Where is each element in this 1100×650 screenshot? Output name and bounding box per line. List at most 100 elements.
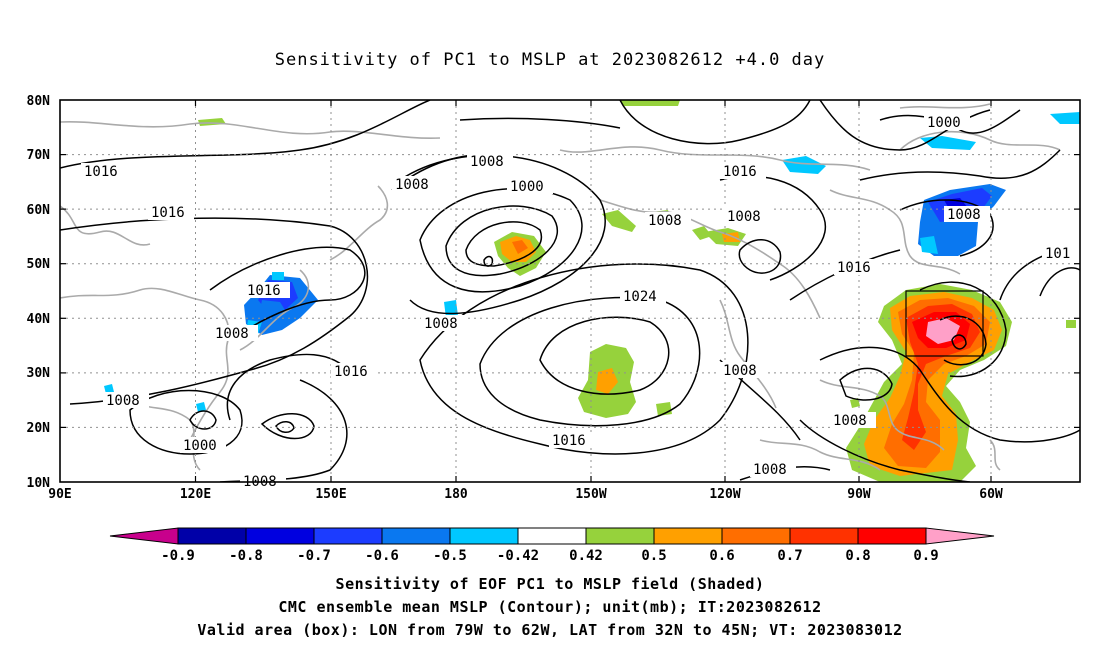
colorbar-box [449, 527, 519, 545]
contour-label: 1016 [81, 163, 127, 180]
colorbar-box [857, 527, 927, 545]
contour-label: 1008 [944, 206, 990, 223]
colorbar-box [177, 527, 247, 545]
contour-label: 1008 [212, 325, 258, 342]
svg-text:1016: 1016 [552, 433, 586, 449]
map-frame [59, 99, 1081, 483]
caption-line-3: Valid area (box): LON from 79W to 62W, L… [197, 621, 903, 639]
lon-label: 120E [180, 487, 211, 502]
svg-text:1008: 1008 [106, 393, 140, 409]
contour-label: 1008 [103, 392, 149, 409]
svg-text:1008: 1008 [833, 413, 867, 429]
contour-label: 1008 [720, 362, 766, 379]
colorbar-label: 0.6 [709, 548, 734, 564]
lon-label: 60W [979, 487, 1003, 502]
contour-label: 1008 [830, 412, 876, 429]
lat-label: 40N [27, 312, 51, 327]
contour-label: 1000 [507, 178, 553, 195]
svg-text:1016: 1016 [84, 164, 118, 180]
svg-text:1008: 1008 [395, 177, 429, 193]
contour-label: 1008 [421, 315, 467, 332]
svg-text:1016: 1016 [723, 164, 757, 180]
lon-label: 90E [48, 487, 71, 502]
colorbar-box [313, 527, 383, 545]
svg-text:1016: 1016 [334, 364, 368, 380]
svg-text:1008: 1008 [424, 316, 458, 332]
svg-text:1000: 1000 [510, 179, 544, 195]
contour-label: 1016 [244, 282, 290, 299]
svg-text:1016: 1016 [247, 283, 281, 299]
contour-label: 1016 [720, 163, 766, 180]
svg-text:1000: 1000 [927, 115, 961, 131]
contour-label: 1016 [148, 204, 194, 221]
colorbar-label: -0.9 [161, 548, 195, 564]
lat-label: 10N [27, 476, 51, 491]
colorbar-arrow-low [109, 527, 179, 545]
contour-labels: 1016 1016 1008 1008 1000 1016 1000 1008 … [81, 114, 1080, 490]
caption-line-1: Sensitivity of EOF PC1 to MSLP field (Sh… [335, 575, 765, 593]
colorbar-label: 0.9 [913, 548, 938, 564]
contour-label: 101 [1042, 244, 1080, 262]
lat-label: 80N [27, 94, 51, 109]
lat-label: 70N [27, 148, 51, 163]
colorbar [109, 527, 995, 545]
svg-text:1008: 1008 [753, 462, 787, 478]
lon-label: 150E [315, 487, 346, 502]
lon-label: 180 [444, 487, 468, 502]
svg-text:1008: 1008 [470, 154, 504, 170]
lat-label: 30N [27, 366, 51, 381]
colorbar-label: -0.8 [229, 548, 263, 564]
contour-label: 1008 [724, 208, 770, 225]
lon-label: 90W [847, 487, 871, 502]
svg-text:1008: 1008 [648, 213, 682, 229]
contour-label: 1000 [180, 437, 226, 454]
contour-label: 1016 [331, 363, 377, 380]
contour-label: 1016 [834, 259, 880, 276]
contour-label: 1008 [645, 212, 691, 229]
colorbar-box [585, 527, 655, 545]
valid-area-box [905, 290, 984, 357]
colorbar-arrow-high [925, 527, 995, 545]
svg-text:1008: 1008 [947, 207, 981, 223]
colorbar-label: 0.42 [569, 548, 603, 564]
svg-text:1008: 1008 [215, 326, 249, 342]
colorbar-box [381, 527, 451, 545]
caption-line-2: CMC ensemble mean MSLP (Contour); unit(m… [278, 598, 822, 616]
contour-label: 1000 [924, 114, 970, 131]
colorbar-label: -0.42 [497, 548, 539, 564]
colorbar-label: -0.6 [365, 548, 399, 564]
lon-label: 150W [575, 487, 606, 502]
axis-ticks [60, 100, 1080, 482]
colorbar-labels: -0.9 -0.8 -0.7 -0.6 -0.5 -0.42 0.42 0.5 0.6 0.7 0.… [161, 548, 939, 564]
colorbar-label: -0.5 [433, 548, 467, 564]
map-title: Sensitivity of PC1 to MSLP at 2023082612… [274, 50, 826, 70]
contour-label: 1016 [549, 432, 595, 449]
svg-text:1024: 1024 [623, 289, 657, 305]
colorbar-label: -0.7 [297, 548, 331, 564]
colorbar-label: 0.5 [641, 548, 666, 564]
lon-label: 120W [709, 487, 740, 502]
colorbar-box [789, 527, 859, 545]
svg-text:1008: 1008 [723, 363, 757, 379]
latitude-labels: 80N 70N 60N 50N 40N 30N 20N 10N [27, 94, 51, 491]
longitude-labels: 90E 120E 150E 180 150W 120W 90W 60W [48, 487, 1003, 502]
colorbar-box [245, 527, 315, 545]
contour-label: 1008 [467, 153, 513, 170]
colorbar-box [653, 527, 723, 545]
contour-label: 1008 [392, 176, 438, 193]
svg-text:101: 101 [1045, 246, 1070, 262]
contour-label: 1024 [620, 288, 666, 305]
lat-label: 50N [27, 257, 51, 272]
svg-text:1016: 1016 [151, 205, 185, 221]
svg-text:1008: 1008 [727, 209, 761, 225]
lat-label: 60N [27, 203, 51, 218]
svg-text:1016: 1016 [837, 260, 871, 276]
svg-text:1000: 1000 [183, 438, 217, 454]
lat-label: 20N [27, 421, 51, 436]
colorbar-box [721, 527, 791, 545]
colorbar-box [517, 527, 587, 545]
colorbar-label: 0.7 [777, 548, 802, 564]
colorbar-label: 0.8 [845, 548, 870, 564]
contour-label: 1008 [750, 461, 796, 478]
